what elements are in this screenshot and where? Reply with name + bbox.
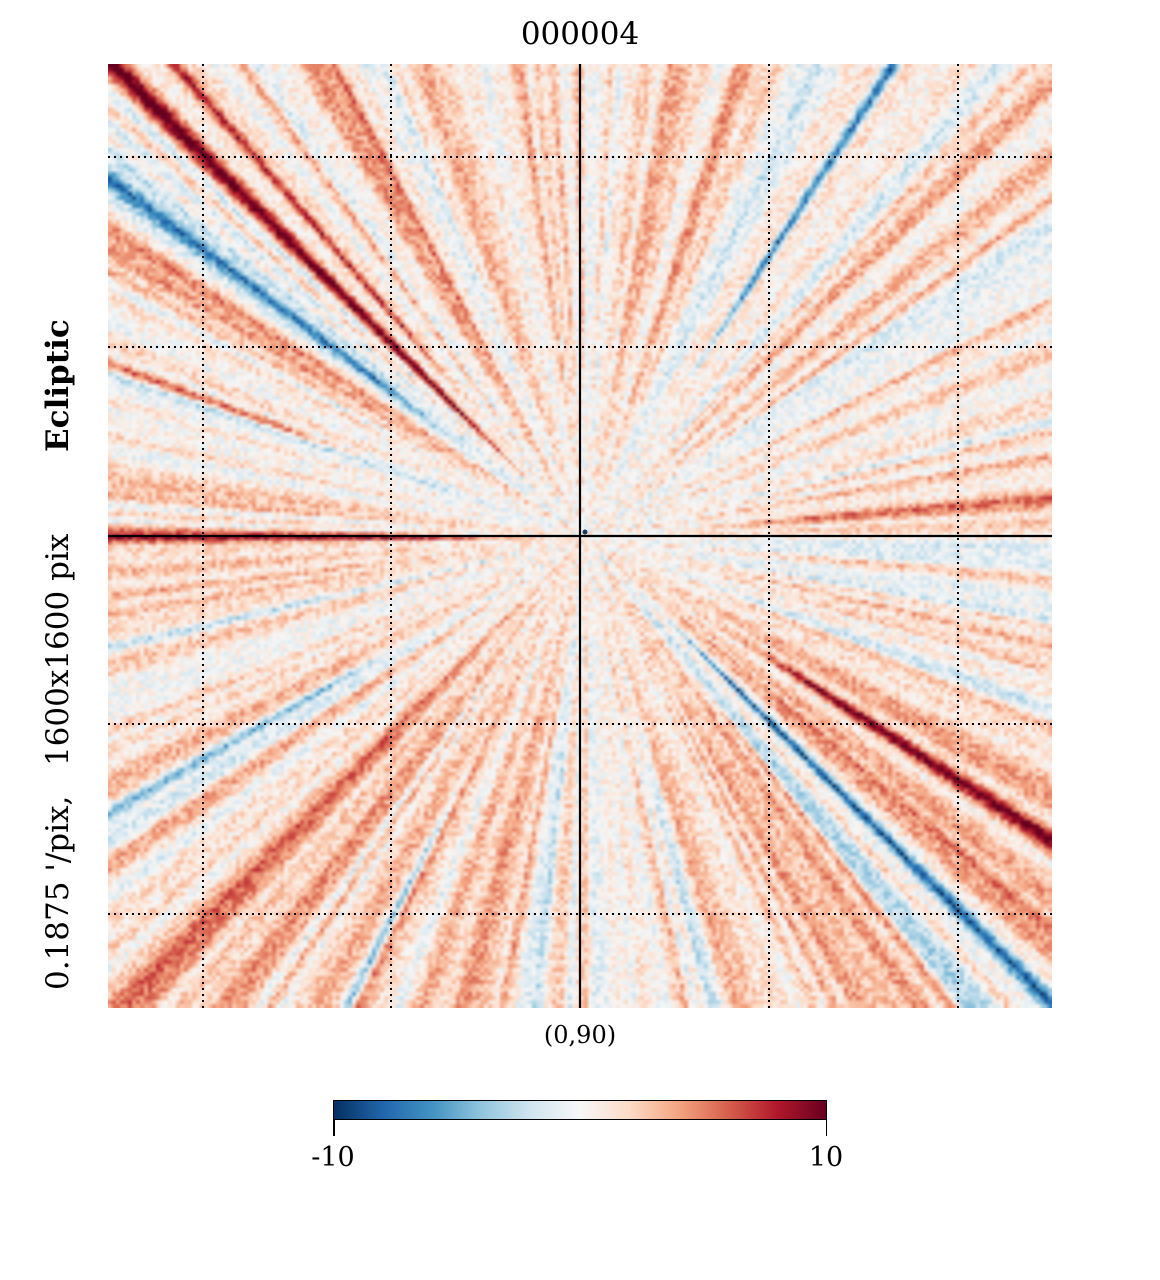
colorbar-tick-max xyxy=(825,1120,827,1136)
coord-system-label: Ecliptic xyxy=(40,319,76,452)
colorbar-tick-min xyxy=(333,1120,335,1136)
sky-map xyxy=(108,64,1052,1008)
resolution-size: 1600x1600 pix xyxy=(40,533,76,767)
colorbar-gradient xyxy=(334,1101,826,1119)
map-center-marker xyxy=(582,529,588,535)
center-coordinate-label: (0,90) xyxy=(543,1021,617,1049)
resolution-scale: 0.1875 '/pix, xyxy=(40,795,76,990)
resolution-label: 0.1875 '/pix, 1600x1600 pix xyxy=(40,534,76,990)
colorbar-max-label: 10 xyxy=(808,1142,844,1173)
plot-title: 000004 xyxy=(520,16,640,52)
graticule-overlay xyxy=(108,64,1052,1008)
colorbar-min-label: -10 xyxy=(311,1142,355,1173)
colorbar xyxy=(333,1100,827,1120)
